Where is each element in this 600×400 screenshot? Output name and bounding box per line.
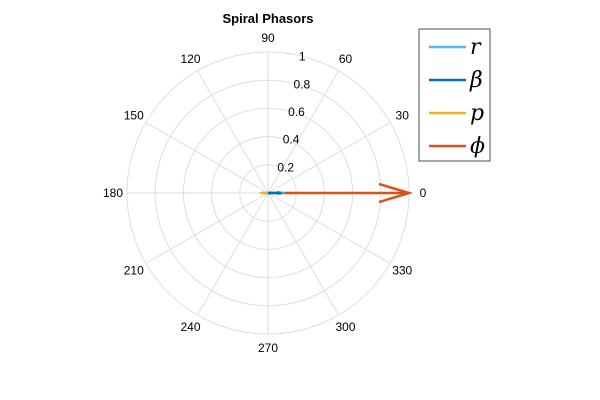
theta-tick-label: 300	[335, 320, 355, 334]
legend-label: r	[470, 35, 482, 60]
grid-spoke	[267, 122, 391, 194]
angle-tick-labels: 0 30 60 90 120 150 180 210 240 270 300 330	[103, 31, 427, 355]
radial-tick-labels: 0.2 0.4 0.6 0.8 1	[277, 50, 310, 175]
theta-tick-label: 180	[103, 186, 123, 200]
legend-label: ϕ	[470, 134, 485, 159]
chart-title: Spiral Phasors	[222, 11, 313, 26]
theta-tick-label: 120	[180, 52, 200, 66]
theta-tick-label: 0	[420, 186, 427, 200]
r-tick-label: 0.6	[288, 105, 305, 119]
grid-spoke	[267, 192, 339, 316]
grid-spoke	[197, 70, 269, 194]
grid-spoke	[267, 192, 391, 264]
r-tick-label: 0.4	[283, 133, 300, 147]
grid-spoke	[145, 122, 269, 194]
grid-spoke	[267, 70, 339, 194]
phasor-arrows	[258, 182, 414, 204]
theta-tick-label: 90	[261, 31, 275, 45]
r-tick-label: 0.2	[277, 160, 294, 174]
theta-tick-label: 330	[392, 264, 412, 278]
phasor-β-arrowhead	[276, 191, 284, 195]
theta-tick-label: 210	[124, 264, 144, 278]
theta-tick-label: 270	[258, 341, 278, 355]
grid-spoke	[145, 192, 269, 264]
r-tick-label: 0.8	[294, 77, 311, 91]
legend-label: β	[469, 68, 483, 93]
theta-tick-label: 240	[180, 320, 200, 334]
phasor-p-arrowhead	[258, 191, 264, 195]
theta-tick-label: 150	[124, 109, 144, 123]
legend-box	[418, 28, 491, 162]
theta-tick-label: 60	[339, 52, 353, 66]
theta-tick-label: 30	[396, 109, 410, 123]
r-tick-label: 1	[299, 50, 306, 64]
grid-spoke	[197, 192, 269, 316]
phasor-ϕ-arrowhead	[378, 182, 414, 204]
legend-label: p	[470, 101, 484, 126]
